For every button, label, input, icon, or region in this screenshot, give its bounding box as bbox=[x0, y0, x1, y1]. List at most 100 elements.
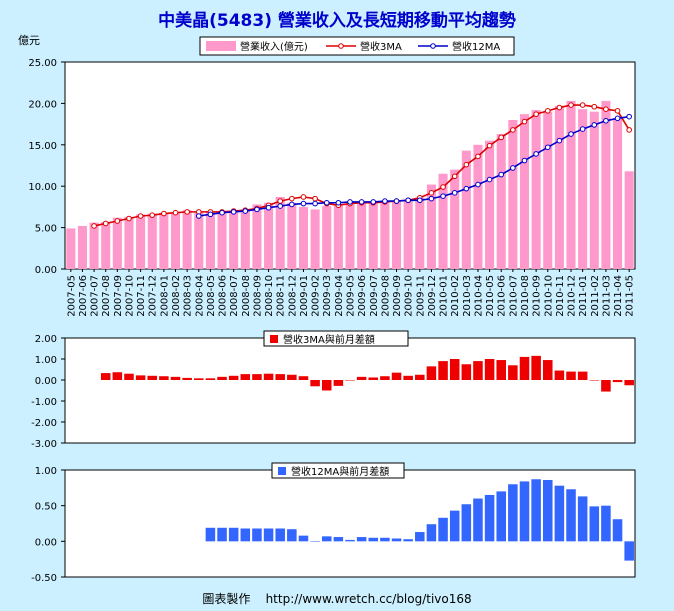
x-tick-label: 2011-04 bbox=[613, 275, 624, 317]
revenue-bar bbox=[333, 204, 343, 269]
revenue-bar bbox=[124, 216, 134, 269]
ma12-point bbox=[219, 209, 225, 216]
revenue-bar bbox=[578, 109, 588, 269]
y-tick-label: 0.50 bbox=[35, 502, 57, 513]
diff12-bar bbox=[496, 491, 506, 542]
x-tick-label: 2010-01 bbox=[439, 275, 450, 317]
revenue-bar bbox=[240, 209, 250, 269]
diff12-bar bbox=[391, 538, 402, 542]
y-tick-label: 1.00 bbox=[35, 466, 57, 477]
x-tick-label: 2010-12 bbox=[567, 275, 578, 317]
y-tick-label: 25.00 bbox=[28, 58, 57, 69]
revenue-bar bbox=[589, 111, 599, 270]
diff3-bar bbox=[112, 372, 123, 380]
ma12-point bbox=[289, 201, 295, 208]
diff3-bar bbox=[275, 374, 285, 380]
ma12-point bbox=[475, 181, 481, 188]
ma3-point bbox=[579, 102, 586, 108]
diff3-bar bbox=[252, 374, 262, 380]
diff12-bar bbox=[333, 537, 344, 542]
diff3-bar bbox=[403, 375, 413, 380]
diff3-legend-label: 營收3MA與前月差額 bbox=[283, 333, 375, 346]
diff12-bar bbox=[461, 504, 472, 542]
diff12-bar bbox=[345, 539, 355, 542]
diff3-bar bbox=[100, 373, 111, 380]
ma12-point bbox=[370, 199, 377, 205]
revenue-bar bbox=[368, 201, 378, 269]
diff3-bar bbox=[263, 373, 274, 380]
x-tick-label: 2007-07 bbox=[90, 275, 101, 317]
ma3-point bbox=[91, 223, 97, 229]
x-tick-label: 2009-04 bbox=[334, 275, 345, 317]
diff3-bar bbox=[577, 371, 588, 380]
x-tick-label: 2009-11 bbox=[415, 275, 426, 317]
revenue-bar bbox=[217, 211, 227, 269]
x-tick-label: 2007-06 bbox=[78, 275, 89, 317]
diff3-bar bbox=[380, 376, 390, 380]
diff3-bar bbox=[240, 374, 251, 380]
revenue-bar bbox=[613, 118, 623, 269]
diff3-bar bbox=[182, 377, 192, 380]
diff12-bar bbox=[601, 505, 611, 542]
diff3-bar bbox=[624, 380, 634, 386]
x-tick-label: 2010-02 bbox=[450, 275, 461, 317]
diff12-bar bbox=[275, 528, 285, 542]
diff3-bar bbox=[484, 359, 495, 380]
revenue-bar bbox=[101, 221, 111, 269]
diff12-bar bbox=[252, 528, 262, 542]
ma3-point bbox=[463, 161, 470, 168]
diff3-bar bbox=[228, 375, 239, 380]
diff3-bar bbox=[566, 371, 576, 380]
ma12-point bbox=[440, 193, 446, 199]
diff3-bar bbox=[438, 361, 448, 380]
revenue-bar bbox=[89, 222, 99, 269]
diff3-bar bbox=[159, 376, 169, 380]
ma3-point bbox=[451, 173, 458, 180]
ma12-point bbox=[393, 198, 400, 204]
x-tick-label: 2008-10 bbox=[264, 275, 275, 317]
y-tick-label: -0.50 bbox=[31, 573, 57, 584]
revenue-bar bbox=[136, 214, 146, 269]
revenue-bar bbox=[159, 212, 169, 269]
revenue-bar bbox=[310, 209, 320, 269]
diff3-bar bbox=[310, 380, 320, 387]
unit-label: 億元 bbox=[18, 34, 40, 47]
diff3-bar bbox=[449, 359, 460, 380]
diff12-bar bbox=[426, 524, 437, 542]
ma12-point bbox=[358, 199, 365, 205]
diff3-bar bbox=[612, 380, 623, 383]
ma12-point bbox=[277, 203, 284, 209]
x-tick-label: 2011-05 bbox=[625, 275, 636, 317]
diff12-bar bbox=[380, 537, 390, 542]
diff12-bar bbox=[217, 527, 227, 542]
ma3-point bbox=[300, 194, 307, 200]
ma3-point bbox=[126, 215, 132, 222]
diff12-bar bbox=[415, 532, 425, 542]
ma3-point bbox=[603, 106, 609, 112]
revenue-bar bbox=[264, 202, 274, 269]
revenue-bar bbox=[496, 134, 506, 269]
diff12-bar bbox=[624, 541, 634, 561]
diff12-bar bbox=[577, 496, 588, 542]
diff12-legend-label: 營收12MA與前月差額 bbox=[291, 465, 389, 478]
y-tick-label: 0.00 bbox=[35, 376, 57, 387]
legend-ma12-label: 營收12MA bbox=[452, 40, 500, 53]
x-tick-label: 2010-07 bbox=[508, 275, 519, 317]
ma12-point bbox=[463, 185, 470, 192]
revenue-bar bbox=[194, 212, 204, 269]
ma12-point bbox=[510, 165, 516, 171]
ma3-point bbox=[544, 108, 551, 114]
diff3-bar bbox=[496, 360, 506, 380]
x-tick-label: 2008-09 bbox=[252, 275, 263, 317]
x-tick-label: 2011-03 bbox=[601, 275, 612, 317]
diff12-bar bbox=[310, 541, 320, 542]
x-tick-label: 2009-08 bbox=[380, 275, 391, 317]
ma3-point bbox=[184, 209, 190, 215]
ma12-point bbox=[568, 131, 574, 137]
y-tick-label: 10.00 bbox=[28, 182, 57, 193]
diff3-bar bbox=[415, 374, 425, 380]
y-tick-label: 20.00 bbox=[28, 99, 57, 110]
diff12-bar bbox=[205, 527, 216, 542]
ma3-point bbox=[475, 153, 481, 160]
revenue-bar bbox=[426, 184, 436, 269]
